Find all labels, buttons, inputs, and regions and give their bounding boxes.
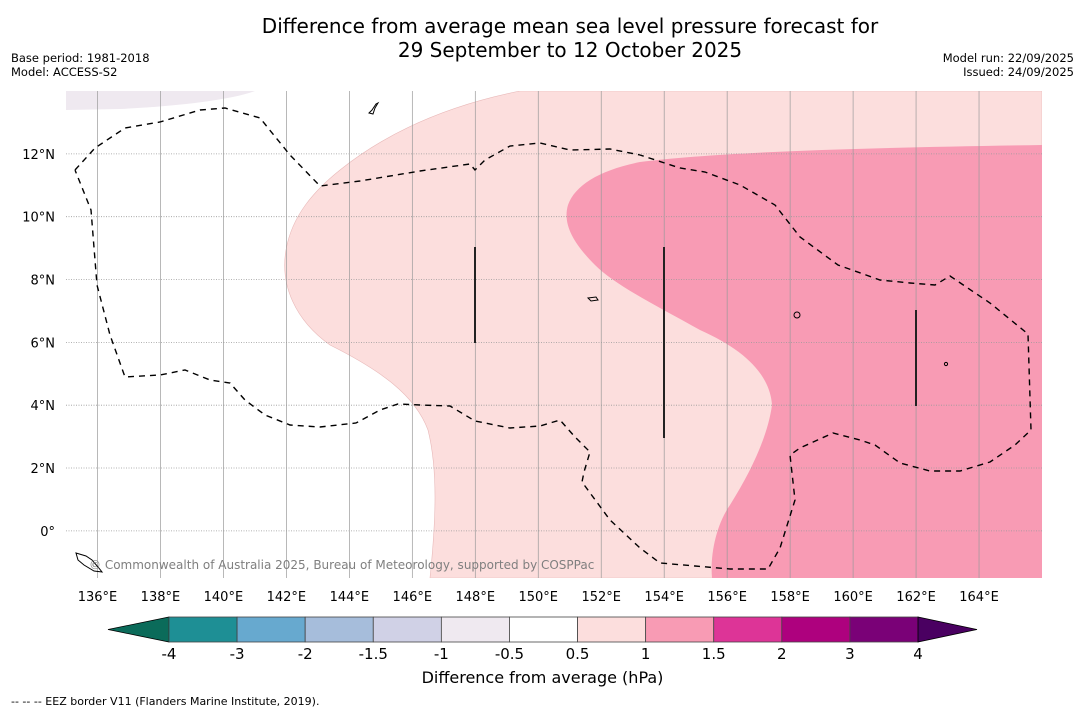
colorbar-tick-label: -4 xyxy=(162,645,177,663)
colorbar-tick-label: -1.5 xyxy=(359,645,388,663)
colorbar-swatch xyxy=(781,616,851,643)
colorbar-tick-label: 4 xyxy=(913,645,923,663)
title-line-2: 29 September to 12 October 2025 xyxy=(397,38,743,62)
run-info: Model run: 22/09/2025 Issued: 24/09/2025 xyxy=(943,51,1074,79)
x-tick-label: 146°E xyxy=(393,590,433,605)
region-1-to-1.5 xyxy=(566,145,1042,578)
colorbar-swatch xyxy=(372,616,442,643)
x-tick-label: 138°E xyxy=(141,590,181,605)
x-tick-label: 154°E xyxy=(644,590,684,605)
significance-bars xyxy=(474,247,917,438)
y-tick-label: 6°N xyxy=(31,336,56,351)
x-tick-label: 156°E xyxy=(707,590,747,605)
colorbar-swatch xyxy=(168,616,238,643)
y-axis-ticks: 0° 2°N 4°N 6°N 8°N 10°N 12°N xyxy=(22,148,55,540)
colorbar-tick-label: 0.5 xyxy=(566,645,590,663)
eez-border-palau-fsm-west xyxy=(74,107,1032,570)
colorbar-over-arrow xyxy=(917,616,978,643)
x-tick-label: 150°E xyxy=(518,590,558,605)
y-tick-label: 12°N xyxy=(22,148,55,163)
island-chuuk xyxy=(586,296,599,302)
model-name: Model: ACCESS-S2 xyxy=(11,65,118,79)
colorbar-swatch xyxy=(236,616,306,643)
colorbar-under-arrow xyxy=(107,616,170,643)
x-axis-ticks: 136°E 138°E 140°E 142°E 144°E 146°E 148°E 150°E… xyxy=(78,590,999,605)
colorbar-tick-label: -2 xyxy=(298,645,313,663)
colorbar-swatch xyxy=(577,616,647,643)
y-tick-label: 10°N xyxy=(22,211,55,226)
x-tick-label: 136°E xyxy=(78,590,118,605)
x-tick-label: 152°E xyxy=(581,590,621,605)
model-info: Base period: 1981-2018 Model: ACCESS-S2 xyxy=(11,51,150,79)
colorbar-tick-label: -0.5 xyxy=(495,645,524,663)
map-plot-area xyxy=(66,91,1042,578)
colorbar-tick-label: -1 xyxy=(434,645,449,663)
x-tick-label: 142°E xyxy=(267,590,307,605)
y-tick-label: 0° xyxy=(40,525,55,540)
x-tick-label: 144°E xyxy=(330,590,370,605)
island-pohnpei xyxy=(793,311,801,319)
colorbar-swatch xyxy=(509,616,578,643)
eez-legend-note: -- -- -- EEZ border V11 (Flanders Marine… xyxy=(11,695,320,708)
eez-borders xyxy=(74,107,1032,570)
chart-title: Difference from average mean sea level p… xyxy=(0,14,1085,62)
x-tick-label: 162°E xyxy=(896,590,936,605)
colorbar-swatch xyxy=(849,616,919,643)
colorbar: -4 -3 -2 -1.5 -1 -0.5 0.5 1 1.5 2 3 4 xyxy=(107,616,978,663)
x-tick-label: 140°E xyxy=(204,590,244,605)
title-line-1: Difference from average mean sea level p… xyxy=(261,14,879,38)
colorbar-label: Difference from average (hPa) xyxy=(421,668,664,687)
x-tick-label: 164°E xyxy=(959,590,999,605)
copyright-credit: © Commonwealth of Australia 2025, Bureau… xyxy=(89,558,595,572)
colorbar-swatch xyxy=(713,616,783,643)
colorbar-tick-label: 1 xyxy=(641,645,651,663)
colorbar-tick-label: 3 xyxy=(845,645,855,663)
colorbar-swatch xyxy=(304,616,374,643)
x-tick-label: 160°E xyxy=(833,590,873,605)
colorbar-tick-label: 1.5 xyxy=(702,645,726,663)
island-new-guinea-coast xyxy=(75,552,104,573)
island-kosrae xyxy=(943,361,949,367)
x-tick-label: 148°E xyxy=(456,590,496,605)
issued-date: Issued: 24/09/2025 xyxy=(963,65,1074,79)
model-run-date: Model run: 22/09/2025 xyxy=(942,51,1074,65)
colorbar-swatch xyxy=(440,616,510,643)
base-period: Base period: 1981-2018 xyxy=(11,51,150,65)
colorbar-tick-label: 2 xyxy=(777,645,787,663)
y-tick-label: 2°N xyxy=(31,462,56,477)
colorbar-swatch xyxy=(645,616,715,643)
colorbar-tick-label: -3 xyxy=(230,645,245,663)
y-tick-label: 4°N xyxy=(31,399,56,414)
y-tick-label: 8°N xyxy=(31,274,56,289)
island-guam xyxy=(368,101,380,115)
x-tick-label: 158°E xyxy=(770,590,810,605)
land-features xyxy=(75,101,949,573)
